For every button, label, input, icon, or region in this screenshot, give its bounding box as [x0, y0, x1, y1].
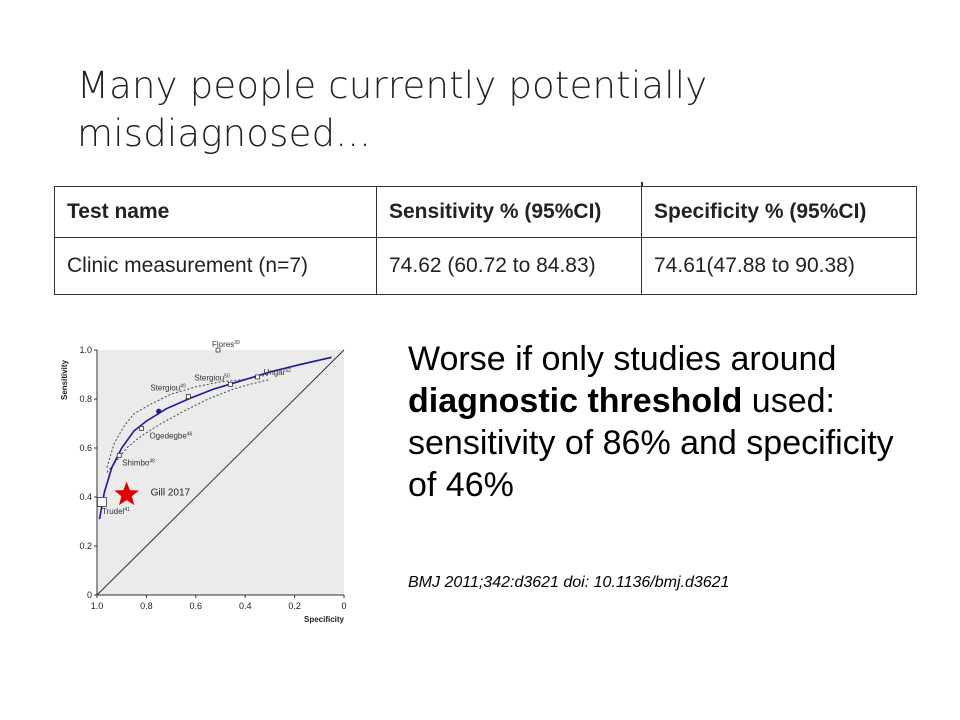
y-tick-label: 0	[87, 590, 92, 600]
y-axis-label: Sensitivity	[60, 359, 69, 400]
study-marker	[185, 394, 191, 399]
study-ref: 48	[149, 458, 155, 464]
gill-2017-star	[114, 481, 139, 506]
reference-diagonal	[96, 349, 345, 596]
study-label: Ungar52	[264, 368, 292, 377]
y-tick-label: 0.6	[79, 443, 92, 453]
study-ref: 39	[234, 340, 240, 346]
x-tick-label: 0	[341, 601, 346, 611]
x-tick-label: 0.2	[288, 601, 301, 611]
x-axis-label: Specificity	[304, 615, 345, 624]
y-tick-label: 0.8	[79, 394, 92, 404]
results-table: Test name Sensitivity % (95%CI) Specific…	[54, 186, 917, 295]
header-specificity: Specificity % (95%CI)	[641, 186, 917, 238]
annotation-label: Gill 2017	[151, 488, 191, 499]
y-tick-label: 1.0	[79, 345, 92, 355]
slide-title: Many people currently potentially misdia…	[77, 64, 708, 155]
note-text-2: used: sensitivity of 86% and specificity…	[408, 382, 894, 504]
sroc-chart: 1.0 0.8 0.6 0.4 0.2 0 0 0.2 0.4 0.6 0.8 1.0 Specific…	[55, 340, 355, 630]
x-tick-label: 0.8	[140, 601, 153, 611]
sroc-chart-svg: 1.0 0.8 0.6 0.4 0.2 0 0 0.2 0.4 0.6 0.8 1.0 Specific…	[60, 340, 347, 624]
table-row: Clinic measurement (n=7) 74.62 (60.72 to…	[54, 237, 917, 295]
study-marker	[227, 381, 233, 387]
y-tick-label: 0.2	[79, 541, 92, 551]
sroc-curve	[98, 356, 332, 520]
note-bold-text: diagnostic threshold	[408, 382, 743, 420]
study-label: Stergiou50	[194, 373, 230, 382]
cell-sensitivity: 74.62 (60.72 to 84.83)	[376, 237, 642, 295]
citation: BMJ 2011;342:d3621 doi: 10.1136/bmj.d362…	[408, 574, 730, 591]
study-label: Flores39	[212, 340, 240, 349]
study-ref: 50	[224, 373, 230, 379]
study-label: Trudel41	[102, 507, 130, 516]
study-ref: 52	[285, 368, 291, 374]
x-tick-label: 0.4	[239, 601, 252, 611]
study-ref: 49	[180, 384, 186, 390]
table-tick-mark	[641, 182, 643, 186]
study-label: Shimbo48	[122, 458, 155, 467]
study-label: Stergiou49	[150, 384, 186, 393]
header-sensitivity: Sensitivity % (95%CI)	[376, 186, 642, 238]
cell-specificity: 74.61(47.88 to 90.38)	[641, 237, 917, 295]
study-marker	[255, 374, 260, 380]
study-ref: 46	[187, 431, 193, 437]
header-test-name: Test name	[54, 186, 377, 238]
study-marker	[215, 347, 221, 353]
threshold-note: Worse if only studies around diagnostic …	[408, 338, 898, 506]
note-text-1: Worse if only studies around	[408, 340, 837, 378]
summary-point	[156, 408, 162, 414]
study-marker	[97, 496, 107, 507]
cell-test-name: Clinic measurement (n=7)	[54, 237, 377, 295]
study-marker	[116, 452, 122, 458]
table-header-row: Test name Sensitivity % (95%CI) Specific…	[54, 186, 917, 238]
study-ref: 41	[124, 507, 130, 513]
y-tick-label: 0.4	[79, 492, 92, 502]
x-tick-label: 0.6	[190, 601, 203, 611]
x-tick-label: 1.0	[91, 601, 104, 611]
study-label: Ogedegbe46	[149, 431, 192, 440]
study-marker	[139, 426, 144, 431]
